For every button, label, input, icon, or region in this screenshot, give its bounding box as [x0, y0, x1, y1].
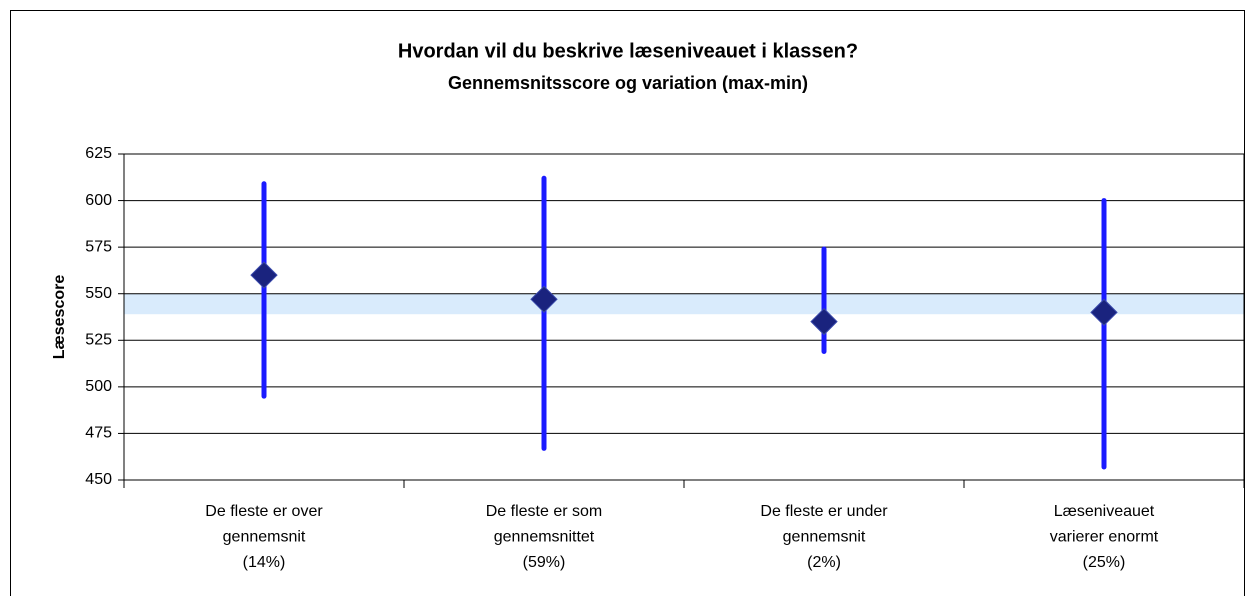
x-tick-label: (25%) — [1083, 554, 1126, 571]
x-tick-label: varierer enormt — [1050, 529, 1159, 546]
chart-subtitle: Gennemsnitsscore og variation (max-min) — [448, 73, 808, 93]
y-tick-label: 475 — [85, 425, 112, 442]
y-tick-label: 550 — [85, 285, 112, 302]
mean-marker — [530, 285, 558, 314]
y-tick-label: 500 — [85, 378, 112, 395]
x-tick-label: De fleste er over — [205, 503, 323, 520]
y-tick-label: 625 — [85, 145, 112, 162]
x-tick-label: (14%) — [243, 554, 286, 571]
x-tick-label: (2%) — [807, 554, 841, 571]
x-tick-label: De fleste er som — [486, 503, 602, 520]
x-tick-label: De fleste er under — [760, 503, 888, 520]
mean-marker — [1090, 298, 1118, 327]
x-tick-label: (59%) — [523, 554, 566, 571]
chart-title: Hvordan vil du beskrive læseniveauet i k… — [398, 40, 858, 62]
y-tick-label: 450 — [85, 471, 112, 488]
y-tick-label: 600 — [85, 192, 112, 209]
y-tick-label: 525 — [85, 332, 112, 349]
reference-band — [124, 293, 1244, 315]
y-tick-label: 575 — [85, 238, 112, 255]
x-tick-label: Læseniveauet — [1054, 503, 1155, 520]
mean-marker — [250, 261, 278, 289]
x-tick-label: gennemsnit — [223, 529, 306, 546]
x-tick-label: gennemsnittet — [494, 529, 595, 546]
x-tick-label: gennemsnit — [783, 529, 866, 546]
y-axis-label: Læsescore — [51, 275, 68, 360]
mean-marker — [810, 307, 838, 336]
